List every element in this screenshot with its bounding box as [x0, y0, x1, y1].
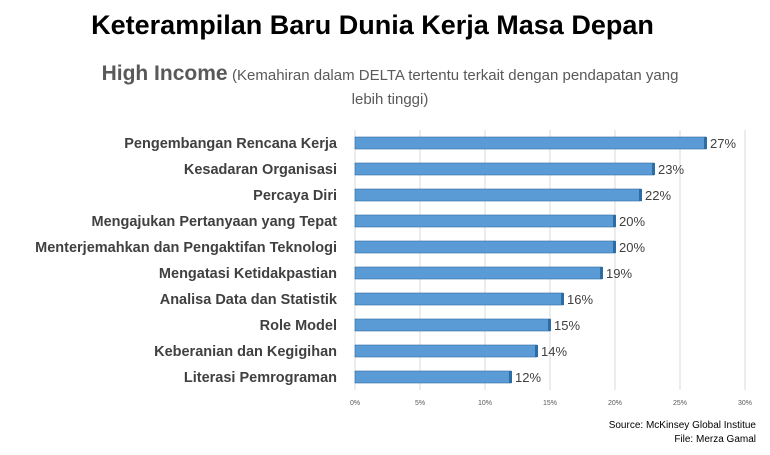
category-labels: Pengembangan Rencana Kerja Kesadaran Orga… — [35, 136, 338, 386]
x-tick-label: 20% — [608, 400, 622, 407]
x-tick-label: 5% — [415, 400, 425, 407]
x-tick-label: 30% — [738, 400, 752, 407]
bar — [354, 370, 512, 384]
bar — [354, 292, 564, 306]
source-line: Source: McKinsey Global Institue — [608, 420, 756, 431]
bar — [354, 240, 616, 254]
category-label: Menterjemahkan dan Pengaktifan Teknologi — [35, 240, 337, 256]
bar-edge — [652, 163, 655, 175]
data-label: 23% — [658, 162, 684, 177]
data-label: 20% — [619, 240, 645, 255]
x-tick-label: 0% — [350, 400, 360, 407]
category-label: Percaya Diri — [253, 188, 337, 204]
subtitle-highlight: High Income — [101, 62, 228, 85]
data-label: 16% — [567, 292, 593, 307]
x-tick-label: 15% — [543, 400, 557, 407]
data-label: 27% — [710, 136, 736, 151]
category-label: Role Model — [260, 318, 337, 334]
bar — [354, 344, 538, 358]
bar — [354, 136, 707, 150]
category-label: Analisa Data dan Statistik — [160, 292, 338, 308]
data-label: 14% — [541, 344, 567, 359]
bar — [354, 162, 655, 176]
category-label: Literasi Pemrograman — [184, 370, 337, 386]
bar-edge — [561, 293, 564, 305]
bar — [354, 266, 603, 280]
bar — [354, 188, 642, 202]
chart-title: Keterampilan Baru Dunia Kerja Masa Depan — [91, 10, 654, 40]
bar-edge — [613, 241, 616, 253]
bar — [354, 318, 551, 332]
data-label: 22% — [645, 188, 671, 203]
category-label: Mengajukan Pertanyaan yang Tepat — [92, 214, 338, 230]
data-label: 20% — [619, 214, 645, 229]
bar-edge — [639, 189, 642, 201]
bar — [354, 214, 616, 228]
category-label: Kesadaran Organisasi — [184, 162, 337, 178]
x-axis-ticks: 0% 5% 10% 15% 20% 25% 30% — [350, 400, 752, 407]
chart-subtitle: High Income (Kemahiran dalam DELTA terte… — [90, 62, 690, 112]
category-label: Keberanian dan Kegigihan — [154, 344, 337, 360]
bar-edge — [600, 267, 603, 279]
bars — [354, 136, 707, 384]
data-label: 15% — [554, 318, 580, 333]
data-label: 19% — [606, 266, 632, 281]
bar-edge — [613, 215, 616, 227]
subtitle-description: (Kemahiran dalam DELTA tertentu terkait … — [232, 67, 679, 108]
category-label: Pengembangan Rencana Kerja — [124, 136, 338, 152]
data-label: 12% — [515, 370, 541, 385]
file-credit-line: File: Merza Gamal — [674, 434, 756, 445]
x-tick-label: 25% — [673, 400, 687, 407]
bar-edge — [509, 371, 512, 383]
source-note: Source: McKinsey Global Institue File: M… — [609, 419, 756, 447]
bar-edge — [535, 345, 538, 357]
x-tick-label: 10% — [478, 400, 492, 407]
value-labels: 27%23%22%20%20%19%16%15%14%12% — [515, 136, 736, 385]
bar-edge — [548, 319, 551, 331]
category-label: Mengatasi Ketidakpastian — [159, 266, 337, 282]
bar-edge — [704, 137, 707, 149]
